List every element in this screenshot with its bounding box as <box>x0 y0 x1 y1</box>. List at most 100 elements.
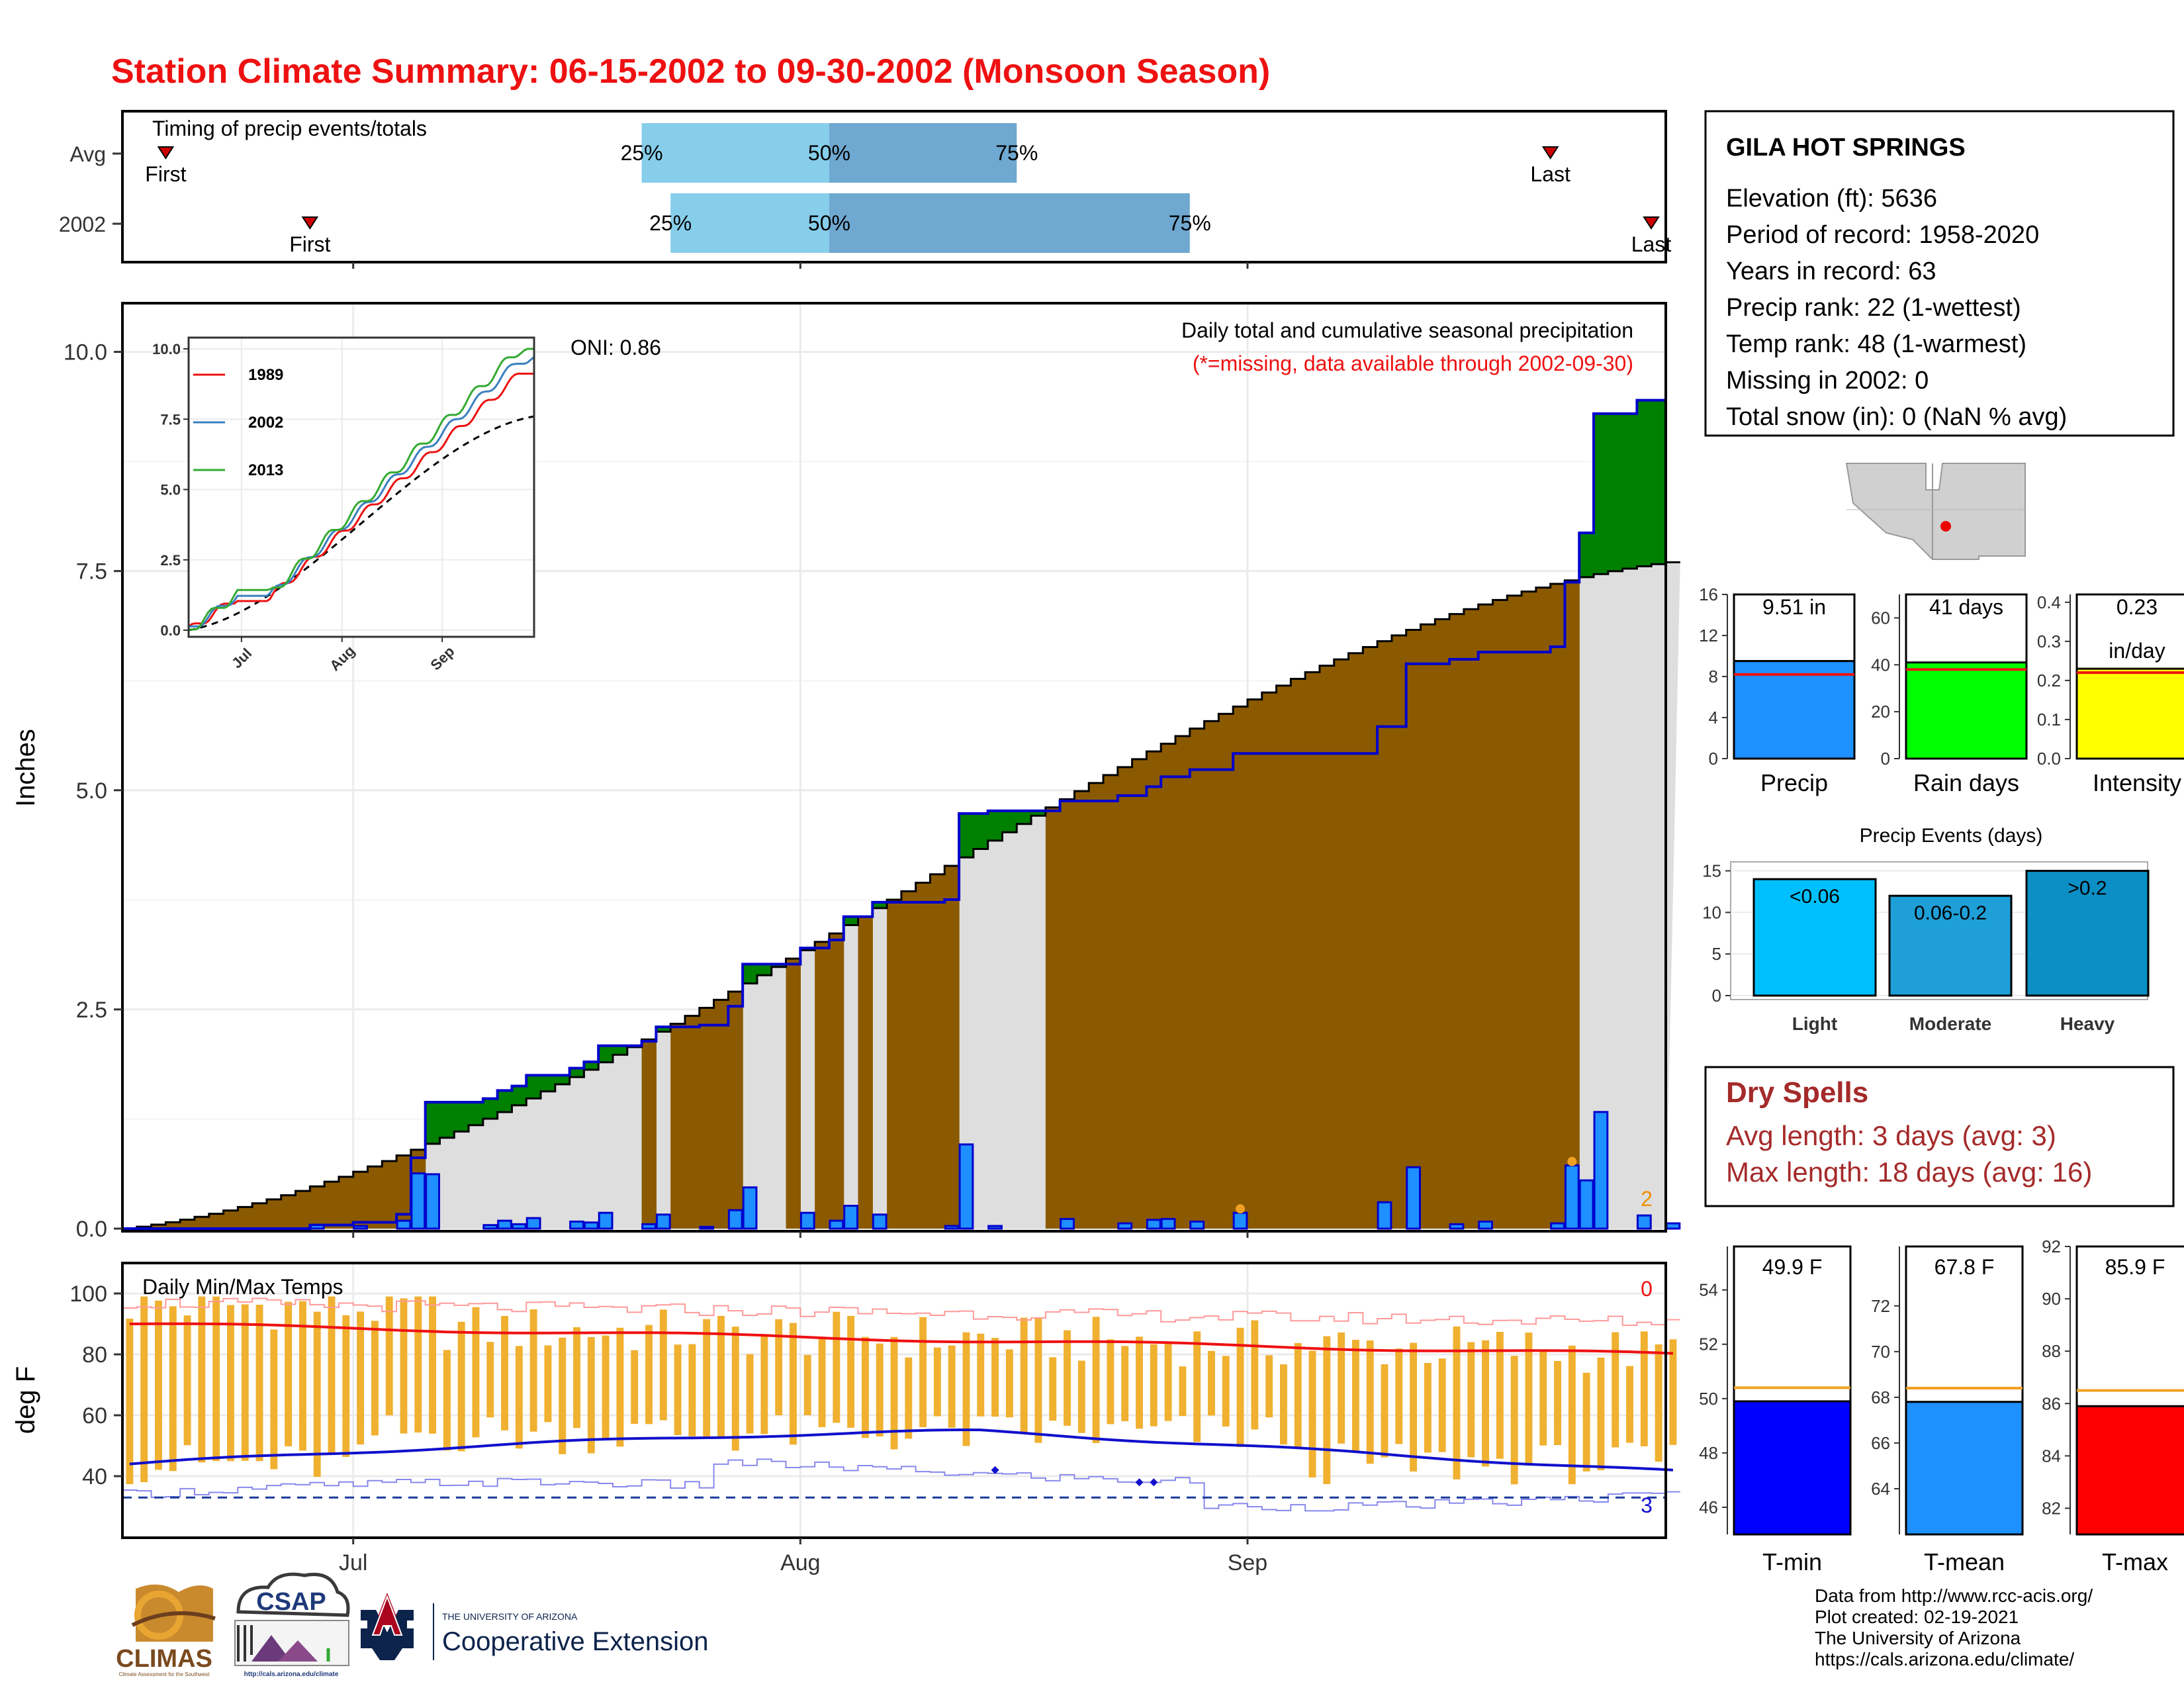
events-tick-label: 0 <box>1712 986 1721 1006</box>
footer-line: The University of Arizona <box>1815 1628 2021 1648</box>
precip-events-panel: Precip Events (days) 0 5 10 15 <0.06 Light 0.06… <box>1702 825 2150 1034</box>
summary-bar-label: Rain days <box>1913 769 2019 796</box>
summary-bar-rain-days <box>1905 661 2028 760</box>
daily-temp-bar <box>198 1296 206 1463</box>
cumulative-surplus-segment <box>1608 413 1623 571</box>
daily-temp-bar <box>1077 1360 1085 1433</box>
cumulative-surplus-segment <box>1622 413 1638 569</box>
cumulative-deficit-fill <box>684 1015 700 1027</box>
precip-ytick-label: 0.0 <box>76 1217 107 1242</box>
cumulative-deficit-base <box>1204 769 1219 1229</box>
inset-series-line-2002 <box>189 356 535 628</box>
daily-precip-bar <box>655 1213 671 1230</box>
event-bar-light <box>1752 878 1877 997</box>
cumulative-surplus-segment <box>526 1075 541 1099</box>
temp-hot-count: 0 <box>1641 1277 1653 1301</box>
daily-temp-bar <box>429 1296 437 1434</box>
cumulative-deficit-fill <box>151 1224 166 1229</box>
daily-temp-bar <box>1208 1350 1215 1416</box>
cumulative-deficit-base <box>382 1222 397 1229</box>
summary-tick-label: 0 <box>1709 749 1718 769</box>
daily-precip-bar <box>843 1205 859 1230</box>
csap-logo: CSAP http://cals.arizona.edu/climate <box>234 1572 350 1678</box>
precip-ytick-label: 7.5 <box>76 559 107 585</box>
daily-temp-bar <box>1496 1332 1504 1459</box>
cumulative-surplus-segment <box>1637 400 1652 567</box>
daily-temp-bar <box>1395 1348 1403 1444</box>
cumulative-surplus-segment <box>1579 533 1594 577</box>
daily-temp-bar <box>1164 1343 1172 1421</box>
cumulative-deficit-base <box>1348 753 1363 1229</box>
daily-temp-bar <box>472 1307 480 1438</box>
daily-temp-bar <box>241 1304 249 1461</box>
precip-panel: Daily total and cumulative seasonal prec… <box>11 302 1681 1242</box>
temp-summary-value-label: 49.9 F <box>1762 1255 1823 1279</box>
cumulative-deficit-fill <box>266 1199 282 1229</box>
cumulative-deficit-fill <box>1449 614 1465 659</box>
timing-panel: Timing of precip events/totals Avg 25% 50%… <box>59 110 1671 263</box>
daily-precip-bar <box>353 1225 369 1230</box>
daily-temp-bar <box>385 1296 393 1416</box>
summary-tick-label: 0.2 <box>2037 671 2061 690</box>
cumulative-surplus-segment <box>1017 810 1032 824</box>
csap-wordmark: CSAP <box>256 1588 326 1616</box>
summary-tick-label: 40 <box>1871 655 1890 675</box>
events-title: Precip Events (days) <box>1860 825 2043 847</box>
daily-temp-bar <box>1121 1346 1129 1421</box>
temp-summary-tick-label: 90 <box>2042 1289 2061 1309</box>
daily-precip-bar <box>598 1211 614 1230</box>
summary-tick-label: 12 <box>1699 626 1718 645</box>
cold-record-marker <box>1150 1478 1158 1487</box>
daily-temp-bar <box>1179 1366 1187 1417</box>
temp-summary-bar-t-mean <box>1905 1401 2024 1536</box>
daily-temp-bar <box>227 1305 234 1462</box>
events-tick-label: 10 <box>1702 902 1721 922</box>
cumulative-deficit-fill <box>1117 767 1133 796</box>
cumulative-surplus-segment <box>1031 810 1046 816</box>
cumulative-deficit-base <box>1060 800 1075 1229</box>
cumulative-surplus-segment <box>973 813 989 849</box>
daily-temp-bar <box>688 1344 696 1436</box>
daily-temp-bar <box>1453 1326 1461 1479</box>
cumulative-deficit-fill <box>165 1222 181 1229</box>
cumulative-deficit-base <box>1391 726 1407 1229</box>
footer: Data from http://www.rcc-acis.org/Plot c… <box>116 1572 2093 1678</box>
temp-summary-tick-label: 72 <box>1871 1296 1890 1316</box>
temp-summary-tick-label: 84 <box>2042 1446 2061 1466</box>
daily-temp-bar <box>371 1321 379 1436</box>
daily-precip-bar <box>699 1225 715 1230</box>
cumulative-deficit-base <box>1319 753 1335 1229</box>
cumulative-deficit-base <box>1247 753 1263 1229</box>
cumulative-deficit-base <box>1189 769 1205 1229</box>
events-tick-label: 5 <box>1712 944 1721 964</box>
cumulative-deficit-base <box>1074 800 1089 1229</box>
cumulative-surplus-segment <box>569 1068 585 1078</box>
cumulative-deficit-fill <box>930 874 945 903</box>
cumulative-surplus-segment <box>497 1090 513 1112</box>
cumulative-deficit-base <box>1305 753 1320 1229</box>
summary-tick-label: 16 <box>1699 585 1718 604</box>
event-bar-inner-label: >0.2 <box>2068 878 2107 900</box>
timing-q25-label: 25% <box>621 141 663 165</box>
cumulative-surplus-segment <box>584 1062 599 1070</box>
cumulative-deficit-base <box>1261 753 1277 1229</box>
daily-temp-bar <box>155 1300 162 1470</box>
cumulative-deficit-base <box>930 902 945 1229</box>
cumulative-surplus-segment <box>843 916 859 925</box>
temp-ytick-label: 60 <box>82 1403 107 1429</box>
cumulative-deficit-fill <box>1435 619 1450 664</box>
cumulative-deficit-fill <box>295 1191 310 1229</box>
timing-q75-label: 75% <box>995 141 1038 165</box>
cumulative-deficit-base <box>1132 795 1148 1229</box>
temperature-summary-bars: 46 48 50 52 54 49.9 F T-min 64 66 68 70 72 67.8 F T-m… <box>1699 1237 2184 1575</box>
temp-summary-tick-label: 64 <box>1871 1479 1890 1499</box>
cumulative-deficit-base <box>699 1025 715 1229</box>
temp-summary-bar-label: T-max <box>2102 1548 2168 1575</box>
daily-temp-bar <box>544 1345 552 1423</box>
inset-ytick-label: 5.0 <box>160 482 181 498</box>
daily-precip-bar <box>872 1213 887 1230</box>
daily-temp-bar <box>760 1334 768 1434</box>
daily-precip-bar <box>1564 1164 1580 1230</box>
daily-temp-bar <box>400 1298 408 1434</box>
